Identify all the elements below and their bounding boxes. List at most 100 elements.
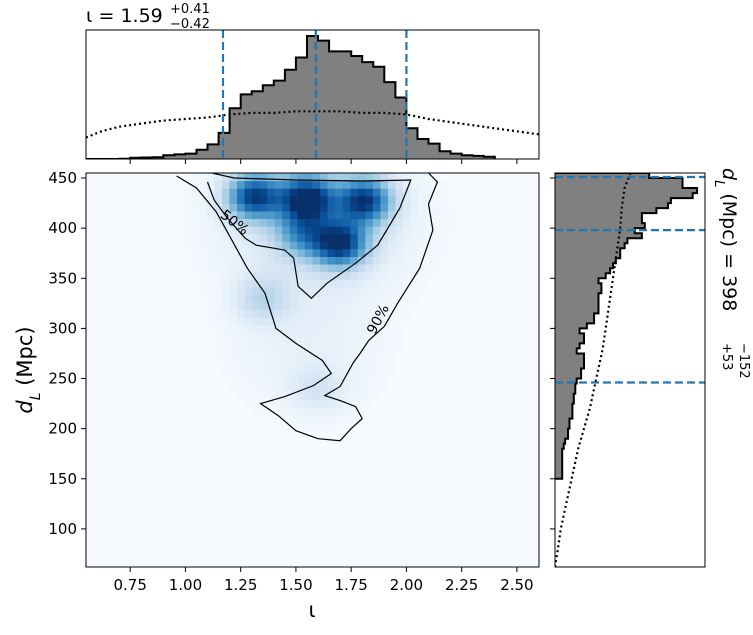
density-cell (327, 339, 336, 348)
density-cell (433, 256, 442, 265)
density-cell (350, 263, 359, 273)
density-cell (229, 354, 238, 364)
density-cell (372, 347, 382, 356)
density-cell (395, 180, 404, 189)
density-cell (365, 339, 374, 348)
density-cell (282, 301, 291, 310)
density-cell (410, 233, 419, 242)
density-cell (335, 324, 344, 333)
density-cell (365, 370, 374, 379)
density-cell (282, 400, 291, 409)
density-cell (388, 279, 397, 288)
dL-hist-bar (555, 473, 563, 480)
density-cell (252, 400, 261, 409)
density-cell (365, 248, 374, 257)
density-cell (312, 385, 321, 394)
density-cell (357, 309, 366, 318)
density-cell (403, 195, 412, 204)
density-cell (274, 301, 283, 310)
density-cell (289, 324, 298, 333)
density-cell (327, 354, 336, 364)
dL-title-text: (Mpc) = 398 (718, 187, 740, 311)
density-cell (335, 400, 344, 409)
density-cell (403, 294, 412, 303)
density-cell (342, 188, 351, 197)
density-cell (274, 332, 283, 341)
density-cell (395, 286, 404, 295)
density-cell (350, 370, 359, 379)
density-cell (312, 339, 321, 348)
x-tick-label: 2.00 (390, 576, 423, 594)
density-cell (267, 354, 276, 364)
density-cell (342, 339, 351, 348)
density-cell (191, 210, 200, 220)
density-cell (229, 226, 238, 235)
density-cell (274, 286, 283, 295)
density-cell (335, 195, 344, 204)
dL-hist-bar (555, 388, 576, 394)
density-cell (372, 263, 382, 273)
iota-hist-bar (251, 91, 264, 159)
density-cell (372, 233, 382, 242)
density-cell (289, 173, 298, 182)
density-cell (221, 210, 231, 220)
density-cell (365, 279, 374, 288)
iota-hist-outline (86, 35, 496, 159)
density-cell (357, 316, 366, 326)
density-cell (320, 218, 329, 227)
dL-hist-bar (555, 318, 595, 324)
iota-hist-bar (483, 156, 496, 159)
dL-hist-bar (555, 233, 642, 239)
density-cell (335, 203, 344, 212)
dL-hist-bar (555, 468, 563, 475)
iota-hist-bar (439, 151, 452, 159)
density-cell (403, 248, 412, 257)
density-cell (206, 248, 215, 257)
density-cell (289, 180, 298, 189)
density-cell (320, 392, 329, 401)
density-cell (274, 385, 283, 394)
density-cell (206, 195, 215, 204)
density-cell (418, 173, 427, 182)
density-cell (365, 354, 374, 364)
density-cell (282, 226, 291, 235)
density-cell (410, 241, 419, 250)
iota-hist-bar (240, 94, 253, 159)
density-cell (267, 210, 276, 220)
density-cell (312, 233, 321, 242)
density-cell (191, 188, 200, 197)
density-cell (297, 415, 306, 424)
density-cell (320, 173, 329, 182)
density-cell (342, 263, 351, 273)
density-cell (372, 316, 382, 326)
density-cell (252, 316, 261, 326)
density-cell (335, 309, 344, 318)
density-cell (418, 180, 427, 189)
density-cell (380, 195, 389, 204)
density-cell (191, 218, 200, 227)
density-cell (221, 256, 231, 265)
density-cell (282, 248, 291, 257)
density-cell (342, 362, 351, 371)
density-cell (418, 233, 427, 242)
density-cell (267, 347, 276, 356)
density-cell (342, 385, 351, 394)
density-cell (327, 256, 336, 265)
density-cell (335, 392, 344, 401)
density-cell (350, 309, 359, 318)
density-cell (327, 241, 336, 250)
density-cell (259, 415, 268, 424)
density-cell (274, 423, 283, 432)
density-cell (282, 286, 291, 295)
density-cell (259, 347, 268, 356)
density-cell (327, 218, 336, 227)
dL-hist-outline (555, 173, 698, 480)
density-cell (440, 218, 449, 227)
density-cell (335, 301, 344, 310)
density-cell (282, 188, 291, 197)
density-cell (350, 218, 359, 227)
y-tick-label: 100 (48, 520, 77, 538)
density-cell (335, 256, 344, 265)
density-cell (395, 210, 404, 220)
density-cell (244, 347, 253, 356)
